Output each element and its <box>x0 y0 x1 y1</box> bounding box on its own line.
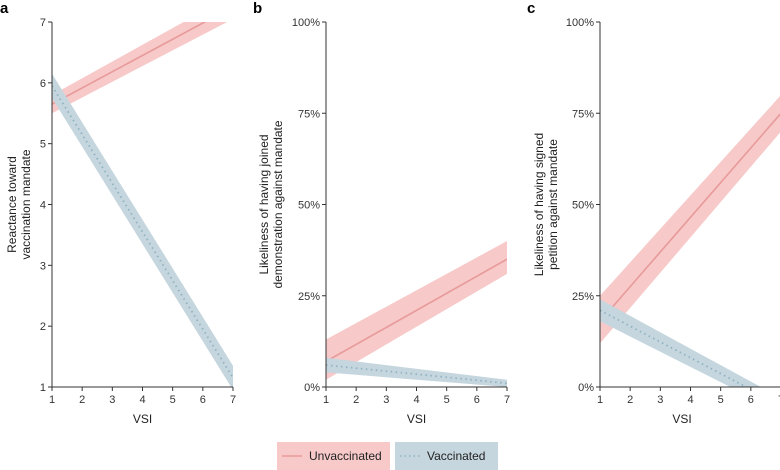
x-tick-label: 3 <box>383 394 389 406</box>
x-tick-label: 5 <box>444 394 450 406</box>
vaccinated-line <box>52 85 233 379</box>
plot-area <box>326 241 507 387</box>
y-tick-label: 6 <box>40 78 46 90</box>
unvaccinated-line <box>600 113 780 322</box>
unvaccinated-line <box>326 258 507 363</box>
y-tick-label: 75% <box>298 108 320 120</box>
y-tick-label: 4 <box>40 200 46 212</box>
x-tick-label: 2 <box>79 394 85 406</box>
y-tick-label: 7 <box>40 17 46 29</box>
y-tick-label: 0% <box>304 382 320 394</box>
panel-label: a <box>0 0 9 17</box>
chart-panel-a: 1 2 3 4 5 6 7 1 2 3 4 5 6 7 VSI Reactance towardvaccina… <box>0 0 236 426</box>
legend-unvaccinated-label: Unvaccinated <box>309 449 382 463</box>
x-tick-label: 3 <box>657 394 663 406</box>
x-tick-label: 4 <box>139 394 145 406</box>
y-axis-label: Likeliness of having signedpetition agai… <box>532 133 560 276</box>
y-axis-label-line: demonstration against mandate <box>271 120 285 288</box>
x-tick-label: 2 <box>627 394 633 406</box>
x-tick-label: 6 <box>200 394 206 406</box>
y-tick-label: 100% <box>566 17 594 29</box>
y-tick-label: 3 <box>40 260 46 272</box>
y-axis-label-line: petition against mandate <box>546 139 560 270</box>
vaccinated-confidence-band <box>326 357 507 387</box>
y-axis-label-line: vaccination mandate <box>19 149 33 259</box>
x-tick-label: 7 <box>230 394 236 406</box>
x-tick-label: 1 <box>49 394 55 406</box>
chart-panel-b: 0% 25% 50% 75% 100% 1 2 3 4 5 6 7 VSI Likeliness of h… <box>253 0 510 426</box>
y-tick-label: 25% <box>572 291 594 303</box>
y-tick-label: 5 <box>40 139 46 151</box>
y-axis-label-line: Reactance toward <box>5 156 19 253</box>
vaccinated-line <box>326 364 507 385</box>
legend-vaccinated-swatch <box>395 442 498 470</box>
unvaccinated-confidence-band <box>52 22 228 114</box>
y-tick-label: 25% <box>298 291 320 303</box>
y-tick-label: 50% <box>298 200 320 212</box>
x-tick-label: 6 <box>474 394 480 406</box>
panel-label: b <box>253 0 262 17</box>
legend: Unvaccinated Vaccinated <box>277 442 498 470</box>
plot-area <box>52 22 233 387</box>
y-tick-label: 2 <box>40 321 46 333</box>
plot-area <box>600 96 780 387</box>
vaccinated-confidence-band <box>52 73 233 387</box>
x-tick-label: 7 <box>504 394 510 406</box>
y-tick-label: 100% <box>292 17 320 29</box>
x-tick-label: 4 <box>687 394 693 406</box>
x-axis-label: VSI <box>407 412 426 426</box>
y-axis-label: Likeliness of having joineddemonstration… <box>257 120 285 288</box>
y-axis-label-line: Likeliness of having signed <box>532 133 546 276</box>
y-tick-label: 0% <box>578 382 594 394</box>
panel-label: c <box>527 0 535 17</box>
unvaccinated-confidence-band <box>600 96 780 344</box>
x-tick-label: 5 <box>170 394 176 406</box>
chart-panel-c: 0% 25% 50% 75% 100% 1 2 3 4 5 6 7 VSI Likeliness of h… <box>527 0 780 426</box>
x-tick-label: 1 <box>323 394 329 406</box>
y-axis-label: Reactance towardvaccination mandate <box>5 149 33 259</box>
legend-vaccinated-label: Vaccinated <box>427 449 485 463</box>
y-tick-label: 75% <box>572 108 594 120</box>
x-tick-label: 1 <box>597 394 603 406</box>
vaccinated-confidence-band <box>600 299 761 387</box>
x-tick-label: 4 <box>413 394 419 406</box>
x-tick-label: 3 <box>109 394 115 406</box>
unvaccinated-line <box>52 22 207 105</box>
y-tick-label: 50% <box>572 200 594 212</box>
x-tick-label: 7 <box>778 394 780 406</box>
y-tick-label: 1 <box>40 382 46 394</box>
x-tick-label: 5 <box>718 394 724 406</box>
x-tick-label: 2 <box>353 394 359 406</box>
x-tick-label: 6 <box>748 394 754 406</box>
x-axis-label: VSI <box>672 412 691 426</box>
y-axis-label-line: Likeliness of having joined <box>257 134 271 274</box>
x-axis-label: VSI <box>133 412 152 426</box>
